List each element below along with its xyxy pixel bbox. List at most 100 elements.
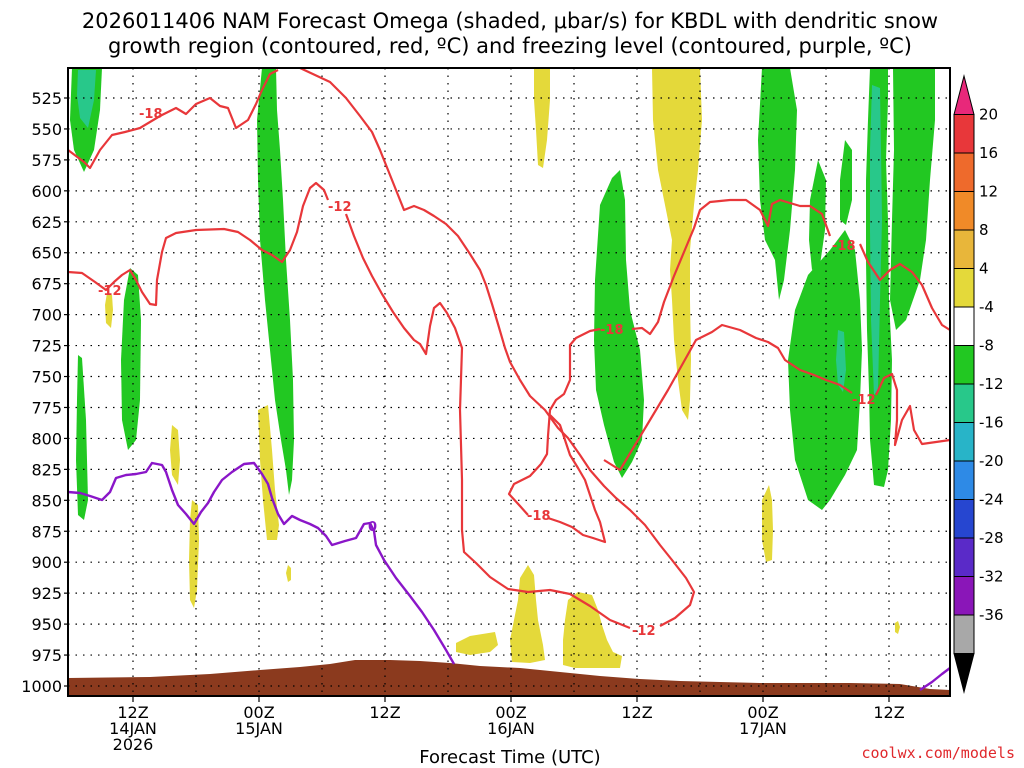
colorbar-segment (953, 345, 975, 385)
colorbar-label: 12 (979, 183, 998, 201)
x-tick-label: 12Z (621, 703, 652, 722)
omega-region (170, 425, 180, 485)
contour-line-minus18-inner (547, 414, 607, 544)
colorbar-segment (953, 306, 975, 346)
plot-area: -18 -12 -12 -18 -18 -12 -18 -12 0 (67, 67, 951, 697)
contour-line-minus18-east-lower (858, 243, 951, 331)
freezing-level-label: 0 (368, 520, 377, 535)
x-tick-label: 16JAN (487, 719, 535, 738)
colorbar-segment (953, 614, 975, 654)
colorbar-segment (953, 576, 975, 616)
colorbar-segment (953, 114, 975, 154)
colorbar-label: -24 (979, 491, 1004, 509)
dendritic-growth-contours (67, 67, 951, 630)
freezing-level-contour (67, 461, 951, 691)
contour-line-minus18-central (507, 327, 601, 516)
colorbar-label: 16 (979, 144, 998, 162)
y-tick-label: 725 (31, 337, 62, 356)
y-axis: 525 550 575 600 625 650 675 700 725 750 775 800 825 8… (21, 89, 68, 696)
y-tick-label: 1000 (21, 677, 62, 696)
colorbar-segment (953, 537, 975, 577)
omega-region (257, 68, 294, 495)
contour-label: -18 (139, 107, 163, 122)
credit-text: coolwx.com/models (861, 744, 1015, 762)
omega-region (809, 160, 826, 270)
y-tick-label: 925 (31, 584, 62, 603)
x-tick-label: 2026 (113, 735, 154, 754)
y-tick-label: 625 (31, 213, 62, 232)
colorbar-segment (953, 152, 975, 192)
y-tick-label: 900 (31, 553, 62, 572)
colorbar-label: -32 (979, 568, 1004, 586)
colorbar-segment (953, 229, 975, 269)
chart-title-line1: 2026011406 NAM Forecast Omega (shaded, μ… (82, 9, 938, 33)
contour-label: -18 (600, 323, 624, 338)
plot-frame (67, 67, 951, 697)
x-tick-label: 00Z (243, 703, 274, 722)
omega-region (563, 592, 622, 668)
colorbar-segment (953, 191, 975, 231)
x-tick-label: 12Z (117, 703, 148, 722)
omega-region (895, 621, 900, 634)
omega-region (456, 632, 498, 655)
y-tick-label: 650 (31, 244, 62, 263)
contour-line-minus18-west (67, 69, 279, 170)
y-tick-label: 825 (31, 460, 62, 479)
omega-region (840, 140, 852, 225)
omega-region (510, 565, 545, 663)
colorbar-label: -28 (979, 529, 1004, 547)
contour-line-minus12-east-lower (875, 372, 951, 447)
y-tick-label: 550 (31, 120, 62, 139)
grid (68, 68, 950, 696)
omega-region (121, 268, 141, 450)
x-tick-label: 12Z (873, 703, 904, 722)
contour-label: -18 (832, 239, 856, 254)
colorbar-label: -16 (979, 414, 1004, 432)
contour-labels-red: -18 -12 -12 -18 -18 -12 -18 -12 (98, 107, 876, 639)
x-tick-label: 15JAN (235, 719, 283, 738)
x-tick-label: 00Z (747, 703, 778, 722)
omega-shading-downward (105, 68, 900, 668)
omega-region (762, 485, 773, 562)
colorbar-segment (953, 74, 975, 115)
contour-line-minus12-east (603, 323, 853, 472)
colorbar-label: -8 (979, 337, 994, 355)
contour-label: -18 (527, 509, 551, 524)
y-tick-label: 800 (31, 429, 62, 448)
contour-label: -12 (328, 200, 352, 215)
contour-line-minus12-west (67, 181, 330, 307)
freezing-level-line-east (919, 667, 951, 691)
y-tick-label: 600 (31, 182, 62, 201)
colorbar: 20 16 12 8 4 -4 -8 -12 -16 -20 -24 -28 -32 -36 (953, 74, 1004, 694)
contour-line-minus18-east (631, 198, 832, 336)
y-tick-label: 750 (31, 368, 62, 387)
y-tick-label: 950 (31, 615, 62, 634)
omega-region (534, 68, 550, 168)
omega-region (76, 355, 88, 520)
omega-region (758, 68, 797, 300)
y-tick-label: 700 (31, 306, 62, 325)
contour-label: -12 (98, 284, 122, 299)
colorbar-label: -4 (979, 298, 994, 316)
omega-region (286, 565, 291, 582)
y-tick-label: 850 (31, 491, 62, 510)
colorbar-segment (953, 383, 975, 423)
x-tick-label: 12Z (369, 703, 400, 722)
surface-terrain (68, 660, 950, 696)
omega-region (652, 68, 702, 420)
colorbar-segment (953, 460, 975, 500)
colorbar-label: 4 (979, 260, 989, 278)
x-tick-label: 14JAN (109, 719, 157, 738)
chart-title-line2: growth region (contoured, red, ºC) and f… (108, 34, 912, 58)
omega-region (594, 170, 644, 478)
colorbar-label: 8 (979, 221, 989, 239)
y-tick-label: 675 (31, 275, 62, 294)
colorbar-segment (953, 499, 975, 539)
x-axis-label: Forecast Time (UTC) (419, 747, 600, 768)
colorbar-label: -36 (979, 606, 1004, 624)
contour-line-minus12-central (299, 67, 696, 627)
y-tick-label: 775 (31, 398, 62, 417)
omega-shading-strong-upward (77, 70, 882, 395)
y-tick-label: 525 (31, 89, 62, 108)
